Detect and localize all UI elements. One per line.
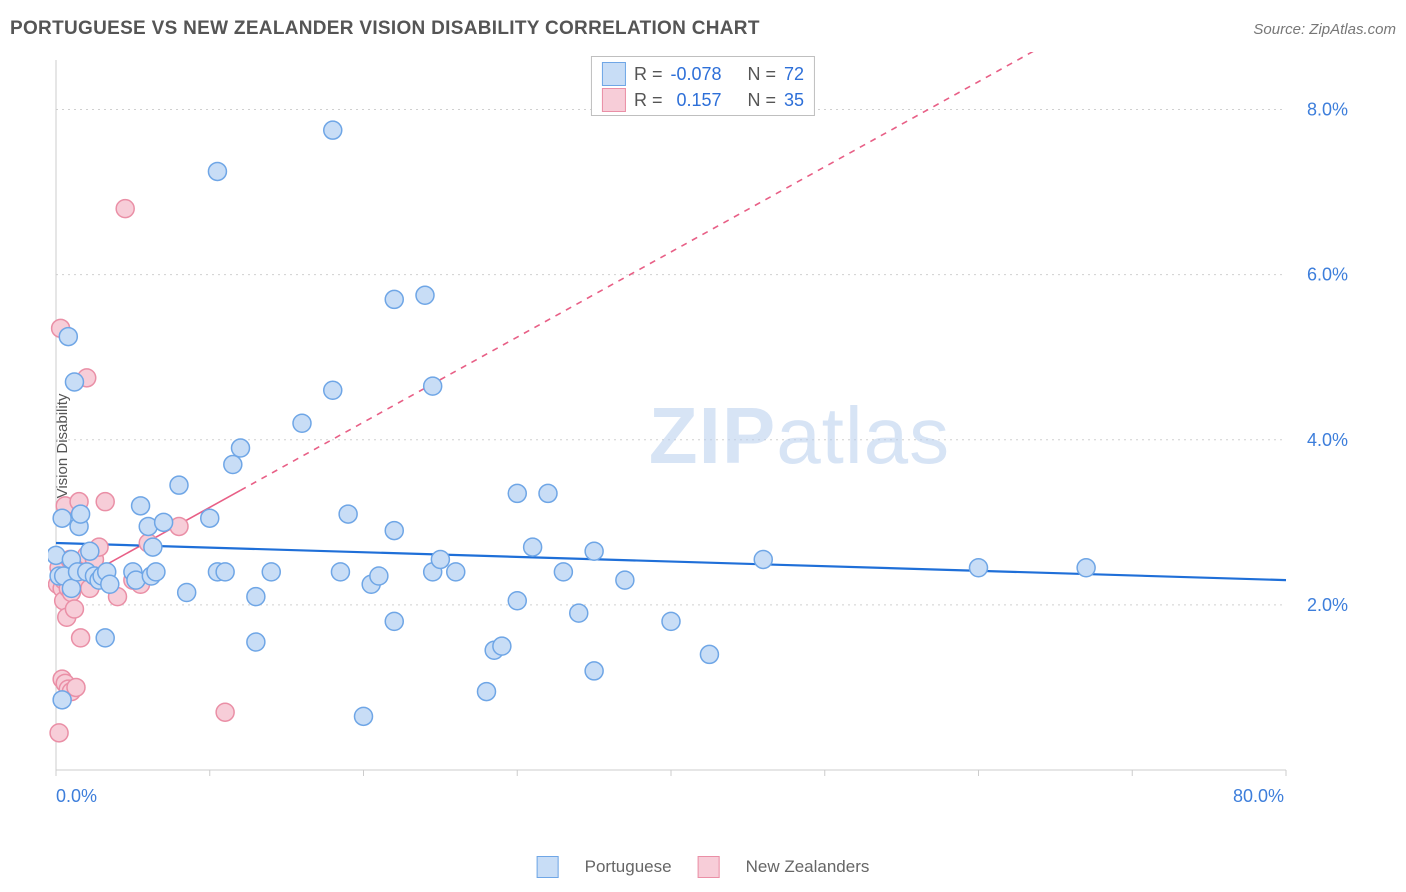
source-attribution: Source: ZipAtlas.com xyxy=(1253,21,1396,38)
stat-r-portuguese: -0.078 xyxy=(670,61,721,87)
stats-legend: R = -0.078 N = 72 R = 0.157 N = 35 xyxy=(591,56,815,116)
legend-swatch-portuguese xyxy=(602,62,626,86)
stat-n-newzealanders: 35 xyxy=(784,87,804,113)
legend-label-portuguese: Portuguese xyxy=(585,857,672,877)
legend-label-newzealanders: New Zealanders xyxy=(746,857,870,877)
svg-text:6.0%: 6.0% xyxy=(1307,265,1348,285)
legend-swatch-newzealanders-bottom xyxy=(698,856,720,878)
svg-text:80.0%: 80.0% xyxy=(1233,786,1284,806)
chart-area: 2.0% 4.0% 6.0% 8.0% 0.0% 80.0% xyxy=(48,52,1358,812)
svg-text:8.0%: 8.0% xyxy=(1307,100,1348,120)
legend-swatch-newzealanders xyxy=(602,88,626,112)
stat-r-newzealanders: 0.157 xyxy=(670,87,721,113)
chart-title: PORTUGUESE VS NEW ZEALANDER VISION DISAB… xyxy=(10,18,760,40)
legend-swatch-portuguese-bottom xyxy=(537,856,559,878)
svg-text:2.0%: 2.0% xyxy=(1307,595,1348,615)
svg-text:4.0%: 4.0% xyxy=(1307,430,1348,450)
series-legend: Portuguese New Zealanders xyxy=(537,856,870,878)
stat-n-portuguese: 72 xyxy=(784,61,804,87)
svg-text:0.0%: 0.0% xyxy=(56,786,97,806)
